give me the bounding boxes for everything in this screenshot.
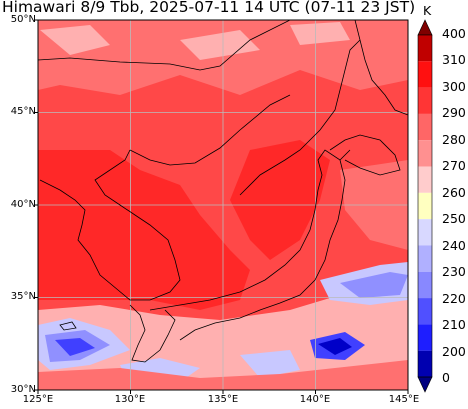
colorbar-tick-label: 250 [442,211,466,227]
coast-jeju [59,321,77,331]
colorbar-unit: K [423,3,432,18]
colorbar-segment [418,87,432,114]
lon-label: 135°E [207,394,239,405]
colorbar-tick-label: 0 [442,370,450,385]
lon-label: 125°E [22,394,54,405]
colorbar-segment [418,61,432,88]
coast-manchuria [129,94,291,166]
coast-primorye [239,39,361,196]
coast-hokkaido [329,134,401,176]
colorbar-segment [418,192,432,220]
colorbar-tick-label: 280 [442,131,466,147]
colorbar-tick-label: 220 [442,290,466,306]
coast-kyushu [129,304,176,363]
colorbar-tick-label: 230 [442,264,466,280]
colorbar-segment [418,140,432,167]
lat-label: 45°N [10,106,36,117]
colorbar-tick-label: 240 [442,237,466,253]
map-title: Himawari 8/9 Tbb, 2025-07-11 14 UTC (07-… [2,0,416,16]
colorbar-segment [418,245,432,272]
colorbar-extend-top [417,19,433,36]
cold-cloud-3 [55,338,95,356]
colorbar-tick-label: 310 [442,52,466,68]
lon-label: 130°E [114,394,146,405]
lat-label: 35°N [10,291,36,302]
coast-japan-honshu [149,149,351,311]
colorbar-segment [418,324,432,351]
colorbar-tick-label: 200 [442,343,466,359]
lat-label: 30°N [10,384,36,395]
colorbar [417,19,433,393]
cloud-streak-2 [180,30,260,60]
colorbar-tick-label: 300 [442,78,466,94]
tick-marks [34,19,409,394]
colorbar-segment [418,35,432,62]
colorbar-segment [418,350,432,377]
warm-region-korea-china [38,150,250,310]
colorbar-tick-label: 270 [442,158,466,174]
cloud-streak-3 [290,22,350,45]
cold-cloud-5 [340,272,408,298]
colorbar-tick-label: 260 [442,184,466,200]
lat-label: 50°N [10,14,36,25]
colorbar-frame [417,34,433,378]
coast-sakhalin [354,20,408,116]
coast-japan-pacific [179,159,346,341]
lon-label: 140°E [299,394,331,405]
colorbar-segment [418,298,432,325]
cold-cloud-9 [240,350,300,378]
lon-label: 145°E [388,394,420,405]
colorbar-segment [418,219,432,246]
colorbar-tick-label: 210 [442,317,466,333]
coast-korea [39,149,181,301]
colorbar-tick-label: 290 [442,105,466,121]
coast-russia-china [38,20,291,71]
lat-label: 40°N [10,199,36,210]
cold-cloud-7 [318,338,352,355]
colorbar-tick-label: 400 [442,26,466,41]
colorbar-segment [418,113,432,141]
cloud-streak-1 [40,25,110,55]
coastlines [38,20,408,363]
map-area [38,20,408,390]
warm-region-japan-sea [230,140,330,260]
colorbar-extend-bottom [417,376,433,393]
colorbar-segment [418,271,432,299]
colorbar-segment [418,166,432,193]
